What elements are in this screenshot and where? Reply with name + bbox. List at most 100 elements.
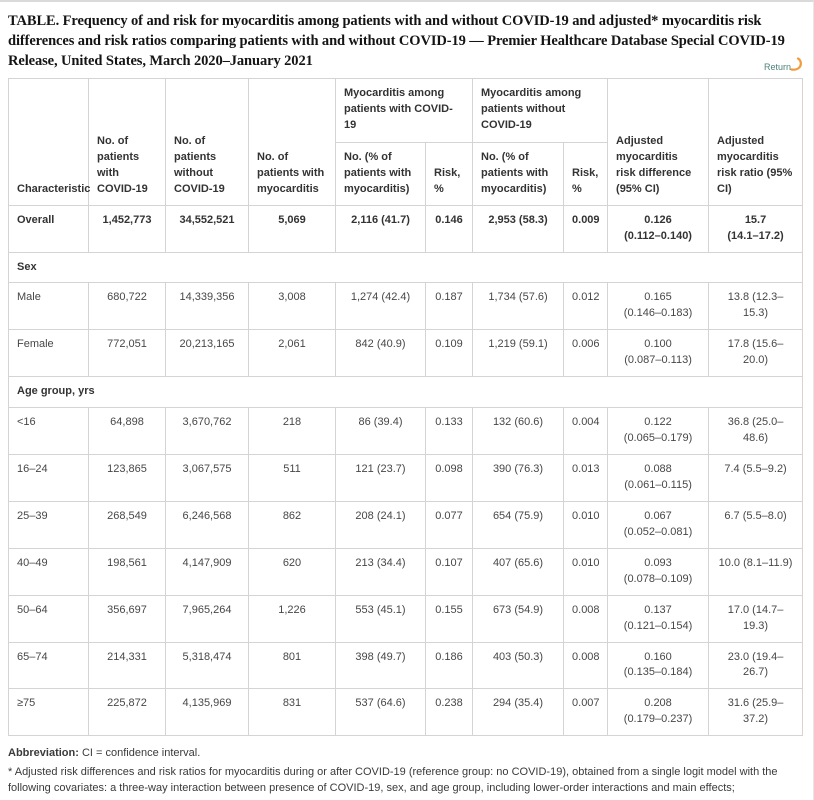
abbreviation-text: CI = confidence interval. (78, 747, 201, 760)
header-group-row: Characteristic No. of patients with COVI… (8, 78, 804, 206)
cell-risk-with: 0.109 (424, 329, 474, 378)
cell-n-no-covid: 3,067,575 (165, 454, 249, 502)
cell-n-covid: 1,452,773 (88, 204, 166, 253)
cell-n-covid: 198,561 (88, 547, 166, 596)
col-header-adjusted-risk-ratio: Adjusted myocarditis risk ratio (95% CI) (708, 78, 804, 206)
table-row-age-ge75: ≥75 225,872 4,135,969 831 537 (64.6) 0.2… (8, 688, 804, 737)
section-row-age-group: Age group, yrs (7, 376, 804, 409)
section-label: Age group, yrs (7, 376, 804, 409)
cell-myo-with-covid: 553 (45.1) (335, 594, 426, 643)
cell-myo-without-covid: 1,734 (57.6) (472, 282, 565, 331)
cell-n-no-covid: 3,670,762 (165, 407, 249, 455)
cell-risk-with: 0.186 (424, 641, 474, 690)
cell-myo-without-covid: 407 (65.6) (472, 547, 565, 596)
cell-myo-without-covid: 673 (54.9) (472, 594, 565, 643)
cell-risk-without: 0.010 (563, 500, 609, 549)
sub-header-no-pct-without: No. (% of patients with myocarditis) (472, 141, 565, 206)
table-row-age-40-49: 40–49 198,561 4,147,909 620 213 (34.4) 0… (8, 547, 804, 596)
cell-n-myocarditis: 218 (248, 407, 336, 455)
cell-myo-with-covid: 208 (24.1) (335, 500, 426, 549)
cell-myo-with-covid: 2,116 (41.7) (335, 204, 426, 253)
cell-characteristic: 40–49 (8, 547, 89, 596)
cell-characteristic: <16 (8, 407, 89, 455)
col-header-n-with-covid: No. of patients with COVID-19 (88, 78, 166, 206)
cell-characteristic: 25–39 (8, 500, 89, 549)
cell-adj-risk-difference: 0.160 (0.135–0.184) (607, 641, 710, 690)
cell-adj-risk-ratio: 10.0 (8.1–11.9) (708, 547, 804, 596)
cell-n-covid: 356,697 (88, 594, 166, 643)
cell-risk-without: 0.008 (563, 641, 609, 690)
cell-n-myocarditis: 511 (248, 454, 336, 502)
return-link-label: Return (763, 62, 791, 72)
sub-header-risk-without: Risk, % (563, 141, 609, 206)
cell-myo-without-covid: 403 (50.3) (472, 641, 565, 690)
data-table: Characteristic No. of patients with COVI… (7, 78, 804, 737)
cell-adj-risk-ratio: 17.0 (14.7–19.3) (708, 594, 804, 643)
cell-adj-risk-difference: 0.208 (0.179–0.237) (607, 688, 710, 737)
table-row-female: Female 772,051 20,213,165 2,061 842 (40.… (8, 329, 804, 378)
section-row-sex: Sex (7, 251, 804, 284)
table-row-age-25-39: 25–39 268,549 6,246,568 862 208 (24.1) 0… (8, 500, 804, 549)
cell-risk-without: 0.012 (563, 282, 609, 331)
cell-adj-risk-difference: 0.137 (0.121–0.154) (607, 594, 710, 643)
table-row-age-50-64: 50–64 356,697 7,965,264 1,226 553 (45.1)… (8, 594, 804, 643)
sub-header-risk-with: Risk, % (424, 141, 474, 206)
table-row-male: Male 680,722 14,339,356 3,008 1,274 (42.… (8, 282, 804, 331)
cell-myo-without-covid: 390 (76.3) (472, 454, 565, 502)
cell-n-covid: 268,549 (88, 500, 166, 549)
cell-adj-risk-difference: 0.126 (0.112–0.140) (607, 204, 710, 253)
sub-header-no-pct-with: No. (% of patients with myocarditis) (335, 141, 426, 206)
cell-risk-with: 0.238 (424, 688, 474, 737)
cell-myo-with-covid: 213 (34.4) (335, 547, 426, 596)
cell-n-covid: 225,872 (88, 688, 166, 737)
cell-myo-with-covid: 86 (39.4) (335, 407, 426, 455)
cell-myo-with-covid: 537 (64.6) (335, 688, 426, 737)
cell-n-no-covid: 4,147,909 (165, 547, 249, 596)
cell-risk-without: 0.004 (563, 407, 609, 455)
cell-myo-with-covid: 121 (23.7) (335, 454, 426, 502)
cell-risk-without: 0.009 (563, 204, 609, 253)
cell-adj-risk-ratio: 17.8 (15.6–20.0) (708, 329, 804, 378)
cell-adj-risk-ratio: 13.8 (12.3–15.3) (708, 282, 804, 331)
page-title: TABLE. Frequency of and risk for myocard… (8, 13, 785, 69)
footnotes: Abbreviation: CI = confidence interval. … (0, 736, 813, 800)
cell-myo-without-covid: 132 (60.6) (472, 407, 565, 455)
cell-myo-without-covid: 654 (75.9) (472, 500, 565, 549)
asterisk-note: * Adjusted risk differences and risk rat… (8, 765, 778, 800)
cell-characteristic: 16–24 (8, 454, 89, 502)
cell-risk-with: 0.155 (424, 594, 474, 643)
cell-n-myocarditis: 3,008 (248, 282, 336, 331)
cell-risk-without: 0.013 (563, 454, 609, 502)
cell-adj-risk-difference: 0.122 (0.065–0.179) (607, 407, 710, 455)
cell-characteristic: Male (8, 282, 89, 331)
cell-n-myocarditis: 862 (248, 500, 336, 549)
cell-adj-risk-difference: 0.165 (0.146–0.183) (607, 282, 710, 331)
table-row-age-16-24: 16–24 123,865 3,067,575 511 121 (23.7) 0… (8, 454, 804, 502)
col-header-characteristic: Characteristic (8, 78, 90, 206)
cell-adj-risk-difference: 0.088 (0.061–0.115) (607, 454, 710, 502)
cell-adj-risk-ratio: 31.6 (25.9–37.2) (708, 688, 804, 737)
cell-myo-without-covid: 2,953 (58.3) (472, 204, 565, 253)
cell-risk-with: 0.133 (424, 407, 474, 455)
col-header-n-without-covid: No. of patients without COVID-19 (165, 78, 249, 206)
cell-risk-with: 0.187 (424, 282, 474, 331)
col-header-adjusted-risk-difference: Adjusted myocarditis risk difference (95… (607, 78, 710, 206)
cell-n-covid: 680,722 (88, 282, 166, 331)
cell-n-myocarditis: 801 (248, 641, 336, 690)
cell-characteristic: 50–64 (8, 594, 89, 643)
cell-n-myocarditis: 2,061 (248, 329, 336, 378)
cell-myo-without-covid: 294 (35.4) (472, 688, 565, 737)
cell-risk-with: 0.146 (424, 204, 474, 253)
cell-n-no-covid: 5,318,474 (165, 641, 249, 690)
cell-adj-risk-ratio: 6.7 (5.5–8.0) (708, 500, 804, 549)
cell-risk-without: 0.007 (563, 688, 609, 737)
cell-characteristic: Female (8, 329, 89, 378)
cell-myo-with-covid: 398 (49.7) (335, 641, 426, 690)
return-swoosh-icon (790, 57, 802, 71)
cell-n-no-covid: 6,246,568 (165, 500, 249, 549)
cell-myo-with-covid: 1,274 (42.4) (335, 282, 426, 331)
cell-risk-without: 0.006 (563, 329, 609, 378)
return-link[interactable]: Return (763, 57, 803, 72)
cell-risk-without: 0.010 (563, 547, 609, 596)
title-block: TABLE. Frequency of and risk for myocard… (0, 2, 813, 78)
